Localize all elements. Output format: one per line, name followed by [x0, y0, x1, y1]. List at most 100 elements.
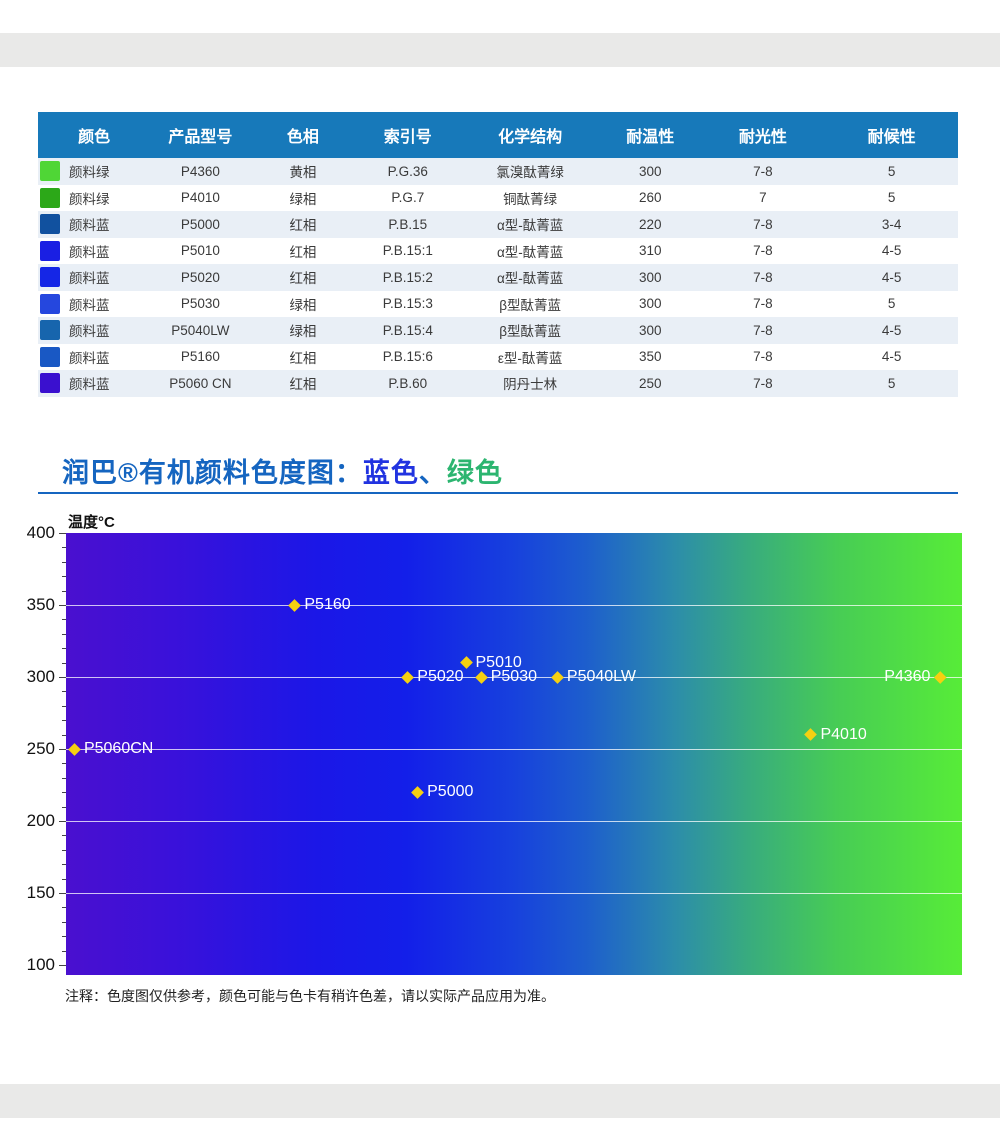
color-cell: 颜料蓝 — [38, 214, 150, 235]
table-header-cell: 化学结构 — [498, 129, 563, 146]
diamond-marker-icon — [401, 670, 415, 684]
gridline-150 — [66, 893, 962, 894]
data-point-P4360: P4360 — [884, 668, 947, 686]
data-point-P5040LW: P5040LW — [551, 668, 636, 686]
table-cell-model: P5000 — [180, 216, 220, 232]
y-minor-tick — [62, 936, 66, 938]
y-minor-tick — [62, 590, 66, 592]
table-cell-temp: 300 — [638, 269, 662, 285]
diamond-marker-icon — [933, 670, 947, 684]
color-swatch — [40, 373, 60, 394]
table-header-row: 颜色 产品型号 色相 索引号 化学结构 耐温性 耐光性 耐候性 — [38, 112, 958, 158]
data-point-P5030: P5030 — [474, 668, 537, 686]
y-minor-tick — [62, 734, 66, 736]
table-cell-temp: 260 — [638, 190, 662, 206]
color-name: 颜料蓝 — [69, 297, 110, 313]
y-minor-tick — [62, 878, 66, 880]
y-minor-tick — [62, 561, 66, 563]
table-cell-structure: 氯溴酞菁绿 — [496, 165, 564, 181]
table-cell-weather: 5 — [887, 190, 896, 206]
table-cell-index: P.B.15:4 — [382, 322, 433, 338]
y-major-tick — [59, 749, 66, 750]
table-body: 颜料绿 P4360 黄相 P.G.36 氯溴酞菁绿 300 7-8 5 颜料绿 P4010 绿相 P.… — [38, 158, 958, 397]
color-name: 颜料蓝 — [69, 350, 110, 366]
table-cell-hue: 红相 — [289, 350, 317, 366]
y-minor-tick — [62, 849, 66, 851]
y-minor-tick — [62, 777, 66, 779]
table-cell-index: P.G.7 — [391, 190, 425, 206]
table-cell-structure: 铜酞菁绿 — [503, 191, 558, 207]
color-swatch — [40, 346, 60, 367]
table-cell-model: P5030 — [180, 296, 220, 312]
gridline-250 — [66, 749, 962, 750]
y-axis: 400 350 300 250 200 150 100 — [20, 523, 66, 975]
point-label: P5010 — [475, 653, 522, 671]
table-header-cell: 耐光性 — [738, 129, 787, 146]
table-header-cell: 产品型号 — [168, 129, 233, 146]
chromaticity-chart: P5160 P5010 P5020 P5030 P5040LW P4360 P4010 P50… — [66, 533, 962, 975]
table-cell-light: 7-8 — [753, 216, 773, 232]
table-cell-light: 7 — [759, 190, 767, 206]
y-major-tick — [59, 605, 66, 606]
y-minor-tick — [62, 662, 66, 664]
table-cell-weather: 4-5 — [881, 322, 902, 338]
table-cell-model: P5040LW — [171, 322, 230, 338]
y-major-tick — [59, 533, 66, 534]
table-cell-hue: 红相 — [289, 244, 317, 260]
point-label: P4360 — [884, 668, 931, 685]
gridline-300 — [66, 677, 962, 678]
title-divider-line — [38, 492, 958, 494]
data-point-P5000: P5000 — [411, 783, 474, 801]
table-cell-light: 7-8 — [753, 269, 773, 285]
table-cell-weather: 4-5 — [881, 243, 902, 259]
table-cell-index: P.B.15:6 — [382, 349, 433, 365]
diamond-marker-icon — [474, 670, 488, 684]
table-cell-structure: α型-酞菁蓝 — [497, 244, 564, 260]
y-minor-tick — [62, 633, 66, 635]
table-row: 颜料蓝 P5060 CN 红相 P.B.60 阴丹士林 250 7-8 5 — [38, 370, 958, 397]
table-cell-temp: 310 — [638, 243, 662, 259]
y-axis-title: 温度°C — [68, 514, 115, 531]
table-row: 颜料蓝 P5030 绿相 P.B.15:3 β型酞菁蓝 300 7-8 5 — [38, 291, 958, 318]
color-cell: 颜料蓝 — [38, 320, 150, 341]
y-minor-tick — [62, 907, 66, 909]
y-minor-tick — [62, 576, 66, 578]
y-minor-tick — [62, 921, 66, 923]
color-name: 颜料蓝 — [69, 377, 110, 393]
table-cell-hue: 绿相 — [289, 191, 317, 207]
y-tick-label: 150 — [26, 883, 55, 902]
point-label: P5020 — [417, 668, 464, 685]
y-major-tick — [59, 821, 66, 822]
point-label: P5000 — [427, 783, 474, 801]
y-minor-tick — [62, 835, 66, 837]
y-minor-tick — [62, 864, 66, 866]
y-minor-tick — [62, 691, 66, 693]
table-row: 颜料绿 P4360 黄相 P.G.36 氯溴酞菁绿 300 7-8 5 — [38, 158, 958, 185]
color-cell: 颜料蓝 — [38, 240, 150, 261]
color-swatch — [40, 187, 60, 208]
table-row: 颜料蓝 P5010 红相 P.B.15:1 α型-酞菁蓝 310 7-8 4-5 — [38, 238, 958, 265]
table-cell-light: 7-8 — [753, 349, 773, 365]
table-cell-temp: 300 — [638, 322, 662, 338]
y-minor-tick — [62, 720, 66, 722]
point-label: P5060CN — [83, 740, 154, 757]
point-label: P4010 — [820, 725, 867, 743]
table-cell-index: P.G.36 — [387, 163, 428, 179]
table-cell-index: P.B.15:1 — [382, 243, 433, 259]
table-cell-temp: 220 — [638, 216, 662, 232]
table-cell-weather: 4-5 — [881, 349, 902, 365]
table-cell-weather: 5 — [887, 375, 896, 391]
title-part: 绿色 — [446, 458, 503, 488]
table-cell-light: 7-8 — [753, 296, 773, 312]
color-swatch — [40, 293, 60, 314]
table-cell-model: P5160 — [180, 349, 220, 365]
table-cell-hue: 红相 — [289, 377, 317, 393]
diamond-marker-icon — [551, 670, 564, 684]
data-point-P5010: P5010 — [459, 653, 522, 672]
table-row: 颜料蓝 P5000 红相 P.B.15 α型-酞菁蓝 220 7-8 3-4 — [38, 211, 958, 238]
y-tick-label: 300 — [26, 667, 55, 686]
table-cell-light: 7-8 — [753, 163, 773, 179]
gridline-200 — [66, 821, 962, 822]
table-cell-structure: 阴丹士林 — [503, 377, 558, 393]
table-cell-hue: 绿相 — [289, 324, 317, 340]
